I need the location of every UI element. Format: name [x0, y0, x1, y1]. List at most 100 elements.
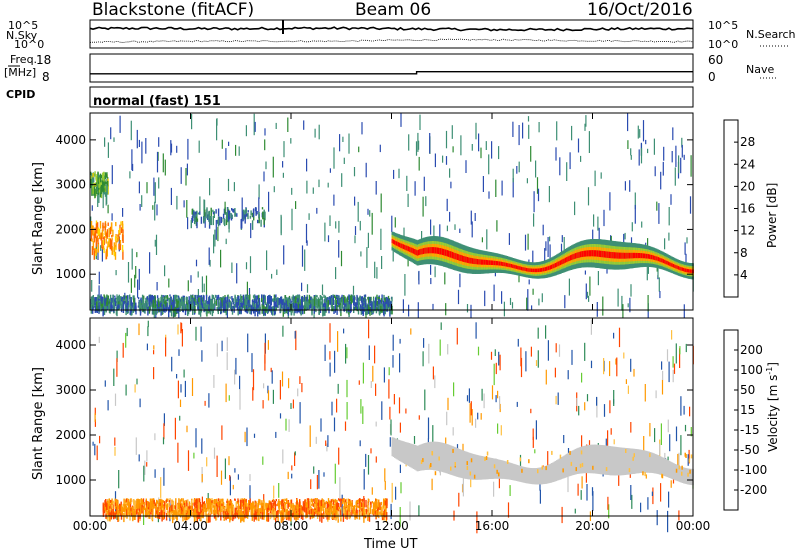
- power-main-band-strip: [631, 252, 634, 259]
- power-echo: [690, 155, 692, 177]
- velocity-echo: [273, 485, 275, 499]
- power-echo: [353, 167, 356, 177]
- power-echo: [124, 292, 126, 299]
- power-near-range-band-cell: [226, 296, 229, 303]
- power-near-range-band-cell: [203, 295, 205, 304]
- power-main-band-strip: [415, 249, 418, 255]
- power-mid-patch-cell: [219, 216, 221, 226]
- power-mid-patch-cell: [199, 211, 201, 215]
- power-echo: [392, 242, 394, 262]
- power-main-band-strip: [561, 259, 564, 265]
- power-near-range-band-cell: [339, 297, 341, 303]
- velocity-echo: [220, 470, 223, 485]
- power-echo: [594, 170, 596, 187]
- power-main-band-strip: [652, 255, 655, 260]
- power-near-range-band-cell: [335, 294, 337, 300]
- power-near-range-band-cell: [117, 295, 119, 302]
- velocity-echo: [493, 481, 495, 497]
- power-echo: [110, 127, 112, 140]
- velocity-near-range-band-cell: [108, 510, 110, 516]
- velocity-near-range-band-cell: [199, 511, 201, 519]
- power-near-range-band-cell: [268, 295, 270, 303]
- power-echo: [131, 248, 133, 270]
- power-main-band-strip: [577, 252, 580, 258]
- power-echo: [645, 139, 647, 145]
- velocity-echo: [244, 431, 246, 443]
- velocity-near-range-band-cell: [306, 498, 309, 501]
- velocity-echo: [480, 413, 482, 420]
- power-early-upper-patch-cell: [102, 172, 104, 179]
- velocity-echo: [668, 361, 670, 383]
- power-mid-patch-cell: [210, 207, 212, 216]
- power-echo: [577, 138, 580, 153]
- power-near-range-band-cell: [97, 300, 99, 306]
- power-main-band-strip: [586, 250, 589, 257]
- velocity-near-range-band-cell: [230, 500, 233, 504]
- power-near-range-band-cell: [243, 298, 245, 307]
- velocity-near-range-band-cell: [288, 502, 291, 507]
- power-echo: [545, 241, 547, 251]
- velocity-echo: [239, 375, 241, 390]
- power-early-upper-patch-cell: [97, 171, 99, 179]
- power-main-band-strip: [566, 257, 569, 263]
- power-near-range-band-cell: [237, 296, 239, 301]
- power-near-range-band-cell: [148, 297, 151, 307]
- velocity-echo: [532, 428, 534, 440]
- power-main-band-strip: [592, 250, 595, 257]
- power-main-band-strip: [667, 261, 671, 266]
- velocity-echo: [313, 466, 315, 474]
- velocity-echo: [439, 339, 441, 356]
- power-main-band-strip: [567, 256, 570, 262]
- power-main-band-strip: [669, 262, 672, 266]
- velocity-echo: [279, 380, 281, 400]
- power-main-band-strip: [420, 248, 423, 255]
- velocity-near-range-band-cell: [174, 509, 176, 515]
- velocity-near-range-band-cell: [225, 503, 228, 508]
- power-early-upper-patch-cell: [98, 176, 100, 185]
- power-echo: [496, 220, 498, 232]
- velocity-near-range-band-cell: [237, 498, 239, 503]
- velocity-near-range-band-cell: [379, 511, 381, 515]
- velocity-echo: [509, 485, 511, 496]
- velocity-near-range-band-cell: [224, 507, 226, 513]
- velocity-near-range-band-cell: [166, 511, 169, 516]
- power-near-range-band-cell: [192, 306, 194, 315]
- power-near-range-band-cell: [388, 305, 390, 312]
- velocity-echo: [114, 393, 117, 406]
- power-near-range-band-cell: [253, 294, 255, 299]
- velocity-echo: [590, 360, 593, 369]
- power-main-band-strip: [542, 267, 545, 272]
- velocity-near-range-band-cell: [371, 501, 374, 504]
- power-near-range-band-cell: [343, 295, 345, 298]
- power-echo: [164, 159, 166, 176]
- velocity-near-range-band-cell: [169, 500, 171, 504]
- power-echo: [544, 248, 546, 269]
- power-near-range-band-cell: [123, 296, 125, 300]
- power-main-band-strip: [654, 255, 657, 261]
- power-near-range-band-cell: [133, 298, 135, 306]
- power-near-range-band-cell: [376, 294, 378, 298]
- power-echo: [226, 305, 228, 326]
- power-early-upper-patch-cell: [94, 188, 96, 198]
- power-mid-patch-cell: [195, 211, 197, 215]
- power-early-arc-cell: [122, 229, 124, 235]
- velocity-near-range-band-cell: [232, 506, 235, 515]
- power-near-range-band-cell: [222, 303, 225, 313]
- velocity-near-range-band-cell: [213, 513, 215, 516]
- velocity-near-range-band-cell: [193, 507, 196, 514]
- velocity-near-range-band-cell: [274, 500, 277, 511]
- power-near-range-band-cell: [150, 301, 153, 304]
- power-echo: [434, 153, 436, 168]
- power-main-band-strip: [541, 268, 544, 272]
- velocity-background: [90, 318, 693, 516]
- velocity-echo: [275, 431, 277, 438]
- power-near-range-band-cell: [172, 294, 175, 301]
- velocity-echo: [177, 324, 179, 335]
- power-echo: [486, 229, 488, 250]
- power-near-range-band-cell: [366, 305, 369, 310]
- velocity-near-range-band-cell: [355, 500, 358, 503]
- power-main-band-strip: [645, 253, 648, 259]
- power-main-band-strip: [517, 265, 520, 270]
- power-echo: [678, 155, 680, 174]
- power-main-band-strip: [405, 245, 408, 251]
